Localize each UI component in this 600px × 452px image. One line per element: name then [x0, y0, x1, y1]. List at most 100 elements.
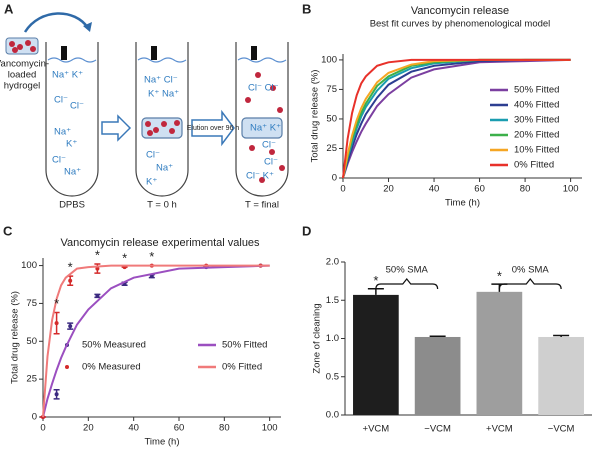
- group-label: 0% SMA: [512, 265, 550, 276]
- ion: K⁺: [66, 139, 77, 150]
- error-bar: [553, 334, 570, 337]
- ion: K⁺: [146, 177, 157, 188]
- x-tick-label: 100: [563, 184, 579, 195]
- ion: Cl⁻: [70, 101, 84, 112]
- y-tick-label: 50: [326, 113, 337, 124]
- ion: Cl⁻: [262, 140, 276, 151]
- legend-label: 0% Fitted: [514, 160, 554, 171]
- ion: Cl⁻: [52, 155, 66, 166]
- legend-label: 50% Measured: [82, 340, 146, 351]
- error-bar: [429, 335, 446, 337]
- significance: *: [497, 269, 502, 284]
- ion: Na⁺ K⁺: [52, 70, 83, 81]
- panel-letter: A: [4, 1, 14, 16]
- hydrogel-dish: [5, 12, 92, 55]
- y-tick-label: 75: [326, 84, 337, 95]
- legend-label: 40% Fitted: [514, 100, 559, 111]
- marker: [95, 293, 100, 298]
- x-tick-label: −VCM: [548, 424, 575, 435]
- y-tick-label: 2.0: [326, 257, 339, 268]
- significance: *: [373, 273, 378, 288]
- x-tick-label: 20: [383, 184, 394, 195]
- legend-swatch: [65, 365, 69, 369]
- x-tick-label: 0: [40, 423, 45, 434]
- x-tick-label: 60: [474, 184, 485, 195]
- tube-label: DPBS: [59, 200, 85, 211]
- legend-label: 10% Fitted: [514, 145, 559, 156]
- x-tick-label: 80: [520, 184, 531, 195]
- y-tick-label: 1.0: [326, 333, 339, 344]
- bar: [476, 291, 523, 415]
- y-tick-label: 100: [321, 54, 337, 65]
- marker: [68, 324, 73, 329]
- series-line: [42, 264, 270, 418]
- significance: *: [149, 249, 154, 264]
- hydrogel-label: loaded: [8, 70, 37, 81]
- y-axis-label: Zone of cleaning: [312, 303, 323, 373]
- x-tick-label: 40: [128, 423, 139, 434]
- x-tick-label: 0: [340, 184, 345, 195]
- ion: Cl⁻: [264, 157, 278, 168]
- legend-label: 0% Fitted: [222, 362, 262, 373]
- drug-particles: [145, 72, 285, 183]
- chart-title: Vancomycin release: [411, 5, 509, 17]
- legend-label: 0% Measured: [82, 362, 141, 373]
- bar: [414, 336, 461, 415]
- y-tick-label: 0: [32, 412, 37, 423]
- ion: Cl⁻: [54, 95, 68, 106]
- legend-label: 50% Fitted: [514, 85, 559, 96]
- ion-labels: Na⁺ K⁺ Cl⁻ Cl⁻ Na⁺ K⁺ Cl⁻ Na⁺ Na⁺ Cl⁻ K⁺…: [52, 70, 281, 188]
- panel-letter: D: [302, 223, 311, 238]
- ion: Cl⁻: [146, 150, 160, 161]
- panel-letter: B: [302, 1, 311, 16]
- y-tick-label: 25: [26, 374, 37, 385]
- y-axis-label: Total drug release (%): [10, 291, 21, 384]
- tube-label: T = 0 h: [147, 200, 177, 211]
- x-axis-label: Time (h): [144, 437, 179, 448]
- y-tick-label: 0: [332, 173, 337, 184]
- ion: Na⁺ Cl⁻: [144, 75, 178, 86]
- y-tick-label: 0.5: [326, 371, 339, 382]
- x-tick-label: +VCM: [486, 424, 513, 435]
- marker: [95, 266, 100, 271]
- arrows: [101, 109, 235, 147]
- legend-label: 30% Fitted: [514, 115, 559, 126]
- x-tick-label: +VCM: [363, 424, 390, 435]
- x-axis-label: Time (h): [445, 198, 480, 209]
- tube-label: T = final: [245, 200, 279, 211]
- arrow-label: Elution over 96 h: [187, 125, 240, 132]
- x-tick-label: −VCM: [424, 424, 451, 435]
- ion: Na⁺ K⁺: [250, 123, 281, 134]
- series-line: [342, 58, 571, 179]
- chart-subtitle: Best fit curves by phenomenological mode…: [370, 19, 551, 30]
- bar: [538, 336, 584, 415]
- ion: Na⁺: [64, 167, 81, 178]
- chart-title: Vancomycin release experimental values: [60, 237, 260, 249]
- hydrogel-label: hydrogel: [4, 81, 40, 92]
- y-tick-label: 100: [21, 260, 37, 271]
- y-tick-label: 25: [326, 143, 337, 154]
- group-label: 50% SMA: [386, 265, 429, 276]
- series-line: [342, 58, 571, 179]
- series-line: [42, 264, 270, 418]
- significance: *: [95, 247, 100, 262]
- x-tick-label: 100: [262, 423, 278, 434]
- ion: Cl⁻ K⁺: [246, 171, 274, 182]
- x-tick-label: 20: [83, 423, 94, 434]
- x-tick-label: 40: [429, 184, 440, 195]
- y-tick-label: 50: [26, 336, 37, 347]
- error-bar: [367, 288, 384, 295]
- marker: [54, 321, 59, 326]
- y-axis-label: Total drug release (%): [310, 70, 321, 163]
- y-tick-label: 0.0: [326, 410, 339, 421]
- x-tick-label: 80: [219, 423, 230, 434]
- legend-label: 50% Fitted: [222, 340, 267, 351]
- x-tick-label: 60: [174, 423, 185, 434]
- hydrogel-label: Vancomycin-: [0, 59, 49, 70]
- significance: *: [68, 260, 73, 275]
- series-line: [342, 58, 571, 179]
- ion: Na⁺: [54, 127, 71, 138]
- y-tick-label: 1.5: [326, 295, 339, 306]
- y-tick-label: 75: [26, 298, 37, 309]
